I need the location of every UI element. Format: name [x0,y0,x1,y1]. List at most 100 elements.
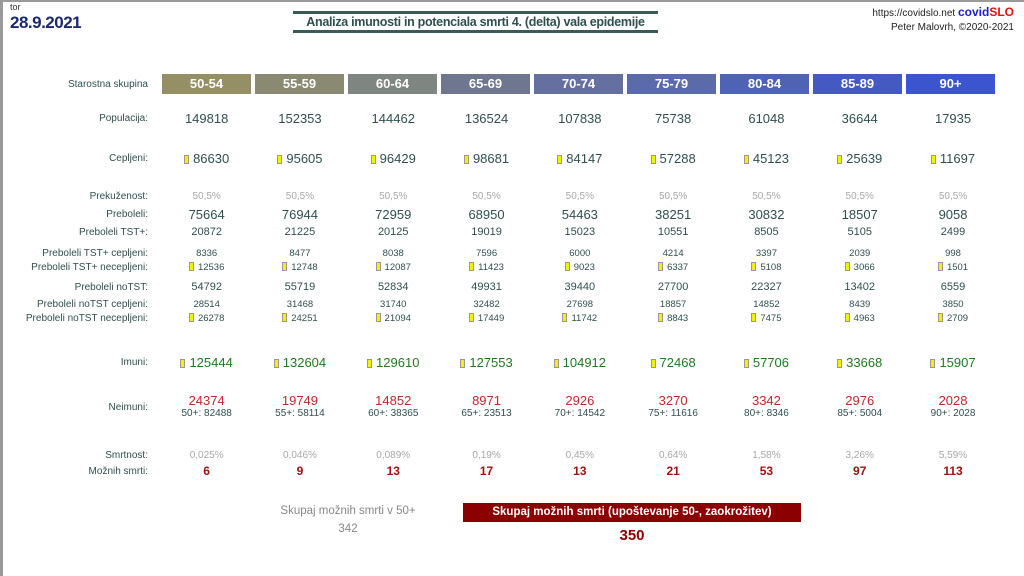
yellow-marker-icon [658,261,664,271]
cell-value: 36644 [841,110,878,126]
table-cell: 75664 [160,207,253,222]
cell-value: 72468 [659,354,696,370]
table-row: Cepljeni: 86630 95605 96429 98681 84147 57288 4… [0,148,1024,168]
table-cell: 12536 [160,261,253,273]
row-label: Preboleli: [106,208,148,220]
cell-value: 24374 [188,393,225,408]
cell-value: 50,5% [379,190,408,202]
cell-value: 84147 [566,150,603,166]
page-title: Analiza imunosti in potenciala smrti 4. … [293,11,658,33]
yellow-marker-icon [930,154,936,164]
cell-value: 8038 [382,247,404,259]
cell-value: 52834 [377,281,409,293]
table-cell: 50,5% [906,191,999,202]
table-cell: 50,5% [813,191,906,202]
table-cell: 31740 [347,299,440,310]
table-cell: 9023 [533,261,626,273]
table-row: Smrtnost: 0,025% 0,046% 0,089% 0,19% 0,45% 0,6… [0,445,1024,465]
weekday: tor [10,2,21,12]
row-label: Starostna skupina [67,78,148,90]
cell-value: 27700 [657,281,689,293]
row-label: Smrtnost: [105,449,148,461]
table-cell: 38251 [626,207,719,222]
cell-value: 17 [479,464,494,478]
cumulative-value: 60+: 38365 [368,408,419,419]
table-cell: 36644 [813,111,906,126]
total-deaths-value: 350 [619,527,645,544]
table-cell: 2976 85+: 5004 [813,394,906,420]
table-cell: 45123 [720,151,813,166]
table-cell: 50,5% [347,191,440,202]
cell-value: 54792 [191,281,222,293]
site-link[interactable]: https://covidslo.net covidSLO [872,5,1014,21]
table-cell: 57706 [720,355,813,370]
yellow-marker-icon [650,154,656,164]
cell-value: 15907 [939,354,976,370]
table-cell: 125444 [160,355,253,370]
cell-value: 76944 [281,206,319,222]
row-label: Preboleli TST+ cepljeni: [42,247,148,259]
cell-value: 50,5% [472,190,501,202]
site-url[interactable]: https://covidslo.net [872,8,956,19]
table-cell: 8439 [813,299,906,310]
table-cell: 2039 [813,248,906,259]
table-cell: 18857 [626,299,719,310]
report-date: 28.9.2021 [10,13,82,32]
yellow-marker-icon [375,261,381,271]
table-cell: 21225 [253,226,346,238]
table-cell: 57288 [626,151,719,166]
cell-value: 21225 [284,226,316,238]
cell-value: 3397 [755,247,777,259]
table-cell: 8477 [253,248,346,259]
table-cell: 136524 [440,111,533,126]
table-cell: 12087 [347,261,440,273]
cell-value: 11423 [478,261,504,273]
cumulative-value: 65+: 23513 [461,408,512,419]
cell-value: 0,046% [282,449,317,461]
cell-value: 50,5% [658,190,688,202]
table-cell: 54463 [533,207,626,222]
table-cell: 3270 75+: 11616 [626,394,719,420]
cell-value: 152353 [278,110,322,126]
table-cell: 61048 [720,111,813,126]
cell-value: 6337 [667,261,689,273]
cell-value: 113 [943,464,963,478]
age-group-header: 90+ [906,74,995,94]
cell-value: 3270 [658,393,688,408]
table-cell: 49931 [440,281,533,293]
table-cell: 13402 [813,281,906,293]
yellow-marker-icon [937,261,943,271]
yellow-marker-icon [751,261,757,271]
cell-value: 12536 [197,261,225,273]
table-cell: 13 [533,464,626,478]
table-cell: 3066 [813,261,906,273]
cell-value: 6 [203,464,210,478]
cumulative-value: 70+: 14542 [554,408,605,419]
yellow-marker-icon [370,154,376,164]
cell-value: 125444 [189,354,233,370]
table-cell: 127553 [440,355,533,370]
cell-value: 75664 [188,206,225,222]
cell-value: 6559 [940,281,966,293]
cell-value: 13 [573,464,587,478]
table-cell: 0,089% [347,450,440,461]
yellow-marker-icon [837,154,843,164]
table-cell: 129610 [347,355,440,370]
cell-value: 32482 [473,298,500,310]
yellow-marker-icon [273,358,279,368]
table-cell: 2499 [906,226,999,238]
age-group-header: 65-69 [441,74,530,94]
table-row: Prekuženost: 50,5% 50,5% 50,5% 50,5% 50,5% 50,… [0,186,1024,206]
age-group-header: 80-84 [720,74,809,94]
table-cell: 3342 80+: 8346 [720,394,813,420]
table-cell: 152353 [253,111,346,126]
table-cell: 998 [906,248,999,259]
table-cell: 96429 [347,151,440,166]
table-cell: 24251 [253,312,346,324]
cell-value: 1501 [946,261,969,273]
age-group-header: 55-59 [255,74,344,94]
cell-value: 8505 [754,226,779,238]
table-cell: 19749 55+: 58114 [253,394,346,420]
table-cell: 19019 [440,226,533,238]
cell-value: 2028 [938,393,968,408]
